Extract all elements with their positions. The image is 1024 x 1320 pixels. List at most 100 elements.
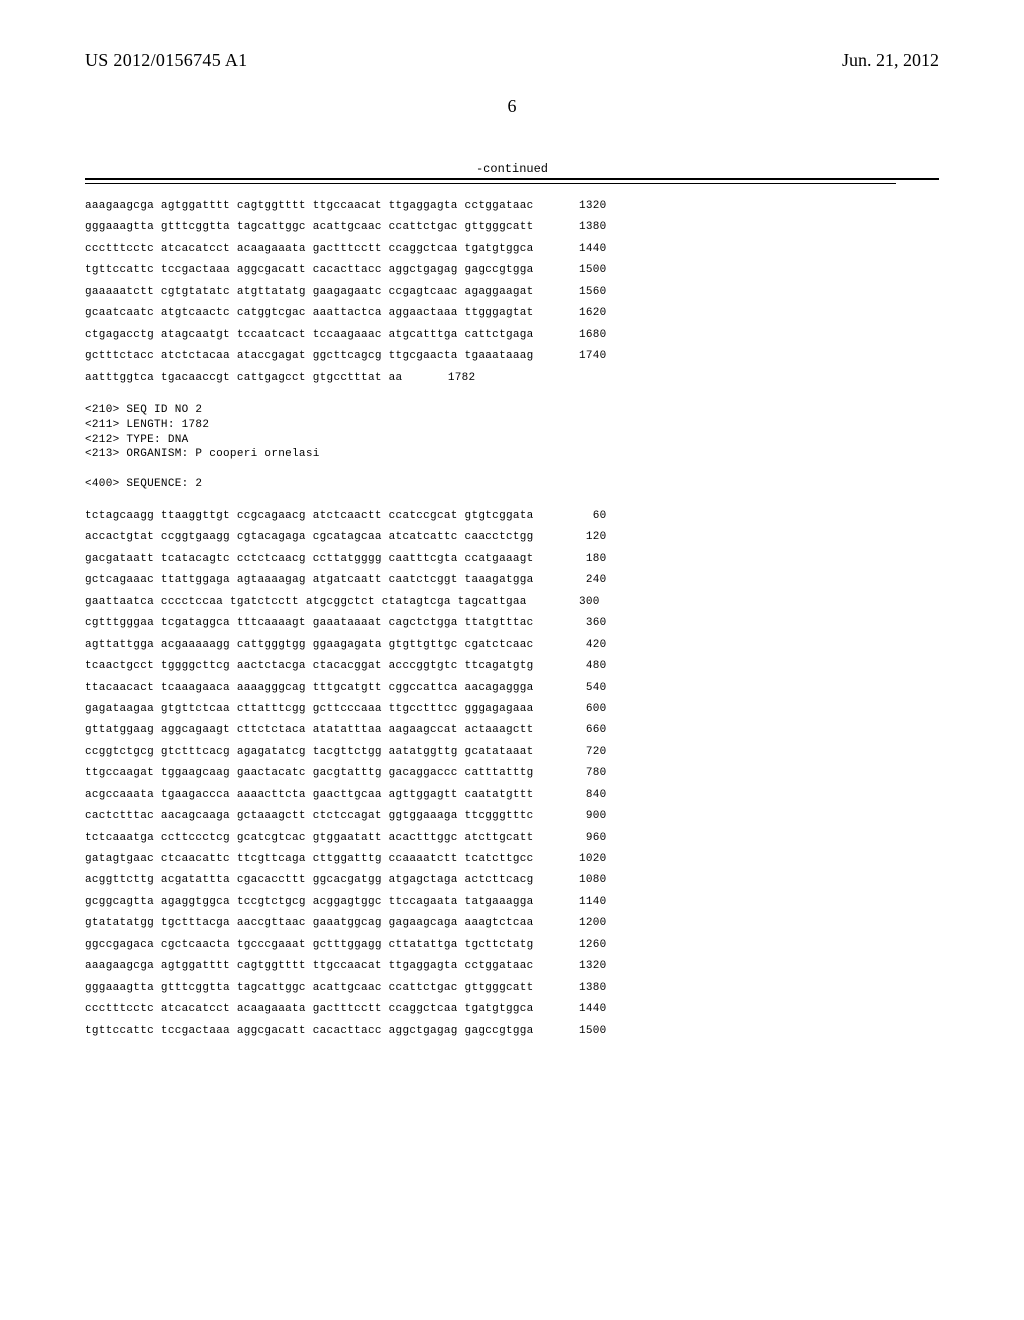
sequence-position: 1020 — [552, 849, 607, 870]
sequence-row: gcaatcaatc atgtcaactc catggtcgac aaattac… — [85, 303, 939, 324]
sequence-bases: ccctttcctc atcacatcct acaagaaata gactttc… — [85, 999, 534, 1020]
sequence-bases: aaagaagcga agtggatttt cagtggtttt ttgccaa… — [85, 956, 534, 977]
sequence-row: gacgataatt tcatacagtc cctctcaacg ccttatg… — [85, 549, 939, 570]
sequence-bases: accactgtat ccggtgaagg cgtacagaga cgcatag… — [85, 527, 534, 548]
sequence-position: 1440 — [552, 999, 607, 1020]
sequence-row: ttacaacact tcaaagaaca aaaagggcag tttgcat… — [85, 678, 939, 699]
page-header: US 2012/0156745 A1 Jun. 21, 2012 — [85, 50, 939, 71]
rule-heavy — [85, 178, 939, 180]
sequence-bases: ttacaacact tcaaagaaca aaaagggcag tttgcat… — [85, 678, 534, 699]
sequence-position: 1620 — [552, 303, 607, 324]
sequence-position: 720 — [552, 742, 607, 763]
sequence-row: gttatggaag aggcagaagt cttctctaca atatatt… — [85, 720, 939, 741]
sequence-position: 660 — [552, 720, 607, 741]
sequence-row: ccggtctgcg gtctttcacg agagatatcg tacgttc… — [85, 742, 939, 763]
sequence-row: gagataagaa gtgttctcaa cttatttcgg gcttccc… — [85, 699, 939, 720]
sequence-position: 1200 — [552, 913, 607, 934]
sequence-bases: ggccgagaca cgctcaacta tgcccgaaat gctttgg… — [85, 935, 534, 956]
sequence-position: 1080 — [552, 870, 607, 891]
sequence-row: gaattaatca cccctccaa tgatctcctt atgcggct… — [85, 592, 939, 613]
sequence-row: ggccgagaca cgctcaacta tgcccgaaat gctttgg… — [85, 935, 939, 956]
sequence-row: gaaaaatctt cgtgtatatc atgttatatg gaagaga… — [85, 282, 939, 303]
sequence-bases: gaaaaatctt cgtgtatatc atgttatatg gaagaga… — [85, 282, 534, 303]
sequence-position: 840 — [552, 785, 607, 806]
sequence-row: gcggcagtta agaggtggca tccgtctgcg acggagt… — [85, 892, 939, 913]
sequence-bases: gggaaagtta gtttcggtta tagcattggc acattgc… — [85, 978, 534, 999]
sequence-bases: gagataagaa gtgttctcaa cttatttcgg gcttccc… — [85, 699, 534, 720]
sequence-bases: aatttggtca tgacaaccgt cattgagcct gtgcctt… — [85, 368, 402, 389]
continued-label: -continued — [85, 162, 939, 176]
sequence-bases: ccctttcctc atcacatcct acaagaaata gactttc… — [85, 239, 534, 260]
sequence-bases: gatagtgaac ctcaacattc ttcgttcaga cttggat… — [85, 849, 534, 870]
sequence-row: tctagcaagg ttaaggttgt ccgcagaacg atctcaa… — [85, 506, 939, 527]
sequence-position: 1740 — [552, 346, 607, 367]
sequence-position: 1320 — [552, 196, 607, 217]
sequence-position: 1140 — [552, 892, 607, 913]
sequence-bases: gacgataatt tcatacagtc cctctcaacg ccttatg… — [85, 549, 534, 570]
sequence-position: 1500 — [552, 1021, 607, 1042]
sequence-position: 1560 — [552, 282, 607, 303]
sequence-row: acggttcttg acgatattta cgacaccttt ggcacga… — [85, 870, 939, 891]
sequence-row: accactgtat ccggtgaagg cgtacagaga cgcatag… — [85, 527, 939, 548]
sequence-row: acgccaaata tgaagaccca aaaacttcta gaacttg… — [85, 785, 939, 806]
sequence-row: aatttggtca tgacaaccgt cattgagcct gtgcctt… — [85, 368, 939, 389]
sequence-row: gctttctacc atctctacaa ataccgagat ggcttca… — [85, 346, 939, 367]
sequence-row: cactctttac aacagcaaga gctaaagctt ctctcca… — [85, 806, 939, 827]
sequence-position: 600 — [552, 699, 607, 720]
sequence-position: 480 — [552, 656, 607, 677]
sequence-row: gggaaagtta gtttcggtta tagcattggc acattgc… — [85, 978, 939, 999]
sequence-position: 1260 — [552, 935, 607, 956]
sequence-bases: gggaaagtta gtttcggtta tagcattggc acattgc… — [85, 217, 534, 238]
sequence-row: agttattgga acgaaaaagg cattgggtgg ggaagag… — [85, 635, 939, 656]
sequence-bases: cactctttac aacagcaaga gctaaagctt ctctcca… — [85, 806, 534, 827]
sequence-row: ctgagacctg atagcaatgt tccaatcact tccaaga… — [85, 325, 939, 346]
sequence-position: 1380 — [552, 217, 607, 238]
sequence-position: 1440 — [552, 239, 607, 260]
document-id: US 2012/0156745 A1 — [85, 50, 247, 71]
sequence-row: ttgccaagat tggaagcaag gaactacatc gacgtat… — [85, 763, 939, 784]
sequence-row: tcaactgcct tggggcttcg aactctacga ctacacg… — [85, 656, 939, 677]
patent-page: US 2012/0156745 A1 Jun. 21, 2012 6 -cont… — [0, 0, 1024, 1320]
sequence-row: cgtttgggaa tcgataggca tttcaaaagt gaaataa… — [85, 613, 939, 634]
sequence-row: gctcagaaac ttattggaga agtaaaagag atgatca… — [85, 570, 939, 591]
sequence-position: 1320 — [552, 956, 607, 977]
sequence-position: 960 — [552, 828, 607, 849]
sequence-position: 1500 — [552, 260, 607, 281]
sequence-bases: tctagcaagg ttaaggttgt ccgcagaacg atctcaa… — [85, 506, 534, 527]
sequence-position: 540 — [552, 678, 607, 699]
sequence-row: aaagaagcga agtggatttt cagtggtttt ttgccaa… — [85, 196, 939, 217]
sequence-bases: acgccaaata tgaagaccca aaaacttcta gaacttg… — [85, 785, 534, 806]
sequence-bases: gctcagaaac ttattggaga agtaaaagag atgatca… — [85, 570, 534, 591]
sequence-position: 900 — [552, 806, 607, 827]
sequence-bases: tctcaaatga ccttccctcg gcatcgtcac gtggaat… — [85, 828, 534, 849]
sequence-bases: agttattgga acgaaaaagg cattgggtgg ggaagag… — [85, 635, 534, 656]
sequence-row: tgttccattc tccgactaaa aggcgacatt cacactt… — [85, 1021, 939, 1042]
sequence-bases: tgttccattc tccgactaaa aggcgacatt cacactt… — [85, 260, 534, 281]
sequence-block-1: aaagaagcga agtggatttt cagtggtttt ttgccaa… — [85, 196, 939, 389]
sequence-block-2: tctagcaagg ttaaggttgt ccgcagaacg atctcaa… — [85, 506, 939, 1042]
sequence-position: 1380 — [552, 978, 607, 999]
sequence-row: gatagtgaac ctcaacattc ttcgttcaga cttggat… — [85, 849, 939, 870]
rule-light — [85, 183, 896, 184]
sequence-position: 180 — [552, 549, 607, 570]
publication-date: Jun. 21, 2012 — [842, 50, 939, 71]
sequence-row: ccctttcctc atcacatcct acaagaaata gactttc… — [85, 999, 939, 1020]
sequence-position: 360 — [552, 613, 607, 634]
sequence-bases: cgtttgggaa tcgataggca tttcaaaagt gaaataa… — [85, 613, 534, 634]
sequence-bases: ttgccaagat tggaagcaag gaactacatc gacgtat… — [85, 763, 534, 784]
sequence-metadata: <210> SEQ ID NO 2 <211> LENGTH: 1782 <21… — [85, 403, 939, 492]
sequence-bases: tcaactgcct tggggcttcg aactctacga ctacacg… — [85, 656, 534, 677]
sequence-bases: ctgagacctg atagcaatgt tccaatcact tccaaga… — [85, 325, 534, 346]
sequence-row: tctcaaatga ccttccctcg gcatcgtcac gtggaat… — [85, 828, 939, 849]
sequence-position: 780 — [552, 763, 607, 784]
sequence-bases: gaattaatca cccctccaa tgatctcctt atgcggct… — [85, 592, 527, 613]
sequence-bases: gcggcagtta agaggtggca tccgtctgcg acggagt… — [85, 892, 534, 913]
sequence-position: 420 — [552, 635, 607, 656]
sequence-bases: acggttcttg acgatattta cgacaccttt ggcacga… — [85, 870, 534, 891]
page-number: 6 — [85, 96, 939, 117]
sequence-row: gggaaagtta gtttcggtta tagcattggc acattgc… — [85, 217, 939, 238]
sequence-bases: gtatatatgg tgctttacga aaccgttaac gaaatgg… — [85, 913, 534, 934]
sequence-position: 240 — [552, 570, 607, 591]
sequence-bases: aaagaagcga agtggatttt cagtggtttt ttgccaa… — [85, 196, 534, 217]
sequence-bases: gcaatcaatc atgtcaactc catggtcgac aaattac… — [85, 303, 534, 324]
